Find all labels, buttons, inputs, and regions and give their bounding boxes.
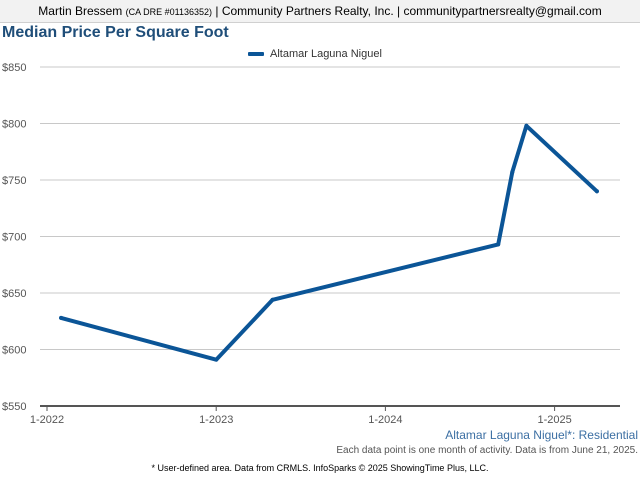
data-point [214,357,219,362]
legend: Altamar Laguna Niguel [248,46,382,62]
data-point [510,170,515,175]
x-tick-label: 1-2025 [537,414,571,426]
data-point [594,189,599,194]
data-point [59,315,64,320]
data-point [496,242,501,247]
data-note: Each data point is one month of activity… [336,445,638,456]
footer-credit: * User-defined area. Data from CRMLS. In… [151,463,489,473]
y-tick-label: $800 [2,119,26,131]
y-tick-label: $650 [2,288,26,300]
y-tick-label: $750 [2,175,26,187]
y-tick-label: $850 [2,62,26,74]
chart-title: Median Price Per Square Foot [2,24,229,41]
agent-details: | Community Partners Realty, Inc. | comm… [215,4,602,18]
agent-license: (CA DRE #01136352) [125,7,213,17]
agent-header: Martin Bressem (CA DRE #01136352) | Comm… [0,0,640,23]
agent-name: Martin Bressem [38,4,123,18]
y-tick-label: $550 [2,401,26,413]
legend-label: Altamar Laguna Niguel [270,48,382,60]
series-line [59,123,599,362]
x-tick-label: 1-2023 [199,414,233,426]
y-tick-label: $700 [2,232,26,244]
legend-swatch [248,52,264,56]
data-point [270,297,275,302]
chart-subtitle: Altamar Laguna Niguel*: Residential [445,428,638,442]
data-point [524,123,529,128]
y-tick-label: $600 [2,345,26,357]
x-tick-label: 1-2022 [30,414,64,426]
x-tick-label: 1-2024 [368,414,402,426]
